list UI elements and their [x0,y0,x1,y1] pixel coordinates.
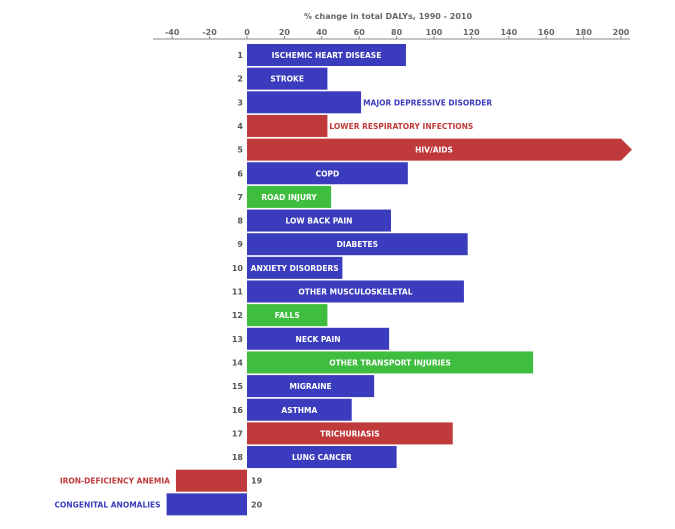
bar-row: 20 CONGENITAL ANOMALIES [55,493,263,516]
bar-label: ANXIETY DISORDERS [251,264,339,273]
bar [247,398,352,421]
bar [247,375,375,398]
rank-label: 11 [232,288,244,297]
x-tick-label: 200 [613,28,630,37]
bar-row: 8 LOW BACK PAIN [237,209,391,232]
rank-label: 6 [237,169,243,178]
x-tick-label: -40 [165,28,180,37]
bar-row: 17 TRICHURIASIS [232,422,453,445]
bar [247,44,406,66]
bar-row: 14 OTHER TRANSPORT INJURIES [232,351,534,374]
bar [247,280,464,303]
bar [247,114,328,137]
bar-label: LOW BACK PAIN [286,217,353,226]
rank-label: 8 [237,217,243,226]
x-tick-label: 180 [575,28,592,37]
bar-label: NECK PAIN [296,335,341,344]
x-tick-label: 40 [316,28,328,37]
x-axis-title: % change in total DALYs, 1990 - 2010 [304,12,472,21]
rank-label: 10 [232,264,244,273]
bar-row: 10 ANXIETY DISORDERS [232,256,343,279]
rank-label: 18 [232,453,244,462]
bar-label: ISCHEMIC HEART DISEASE [272,51,382,60]
bar-label: MAJOR DEPRESSIVE DISORDER [363,98,492,107]
x-tick-label: 80 [391,28,403,37]
rank-label: 3 [237,98,243,107]
bar-label: CONGENITAL ANOMALIES [55,500,161,509]
bar-row: 4 LOWER RESPIRATORY INFECTIONS [237,114,473,137]
bar-label: DIABETES [337,240,378,249]
bar-label: ASTHMA [281,406,317,415]
bar [247,209,391,232]
x-tick-label: 60 [354,28,366,37]
bar [247,91,362,114]
rank-label: 14 [232,358,244,367]
rank-label: 20 [251,500,263,509]
x-tick-label: 0 [244,28,250,37]
bar-row: 12 FALLS [232,304,328,327]
bar-label: FALLS [275,311,300,320]
bar-label: TRICHURIASIS [320,429,380,438]
bar-row: 13 NECK PAIN [232,327,390,350]
rank-label: 15 [232,382,244,391]
rank-label: 13 [232,335,243,344]
bar [247,185,332,208]
bar-label: IRON-DEFICIENCY ANEMIA [60,477,170,486]
bar [247,304,328,327]
x-tick-label: 120 [463,28,480,37]
x-tick-label: -20 [202,28,217,37]
x-tick-label: 20 [279,28,291,37]
rank-label: 9 [237,240,243,249]
bar-label: MIGRAINE [289,382,331,391]
bar [247,422,453,445]
bar [166,493,247,516]
bar-row: 16 ASTHMA [232,398,352,421]
x-axis: -40 -20 0 20 40 60 80 100 120 140 160 180 200 [153,28,630,40]
bar [247,162,408,185]
bar-label: STROKE [270,75,304,84]
bar-row: 6 COPD [237,162,408,185]
rank-label: 17 [232,429,243,438]
bar-row: 15 MIGRAINE [232,375,375,398]
bar-label: LOWER RESPIRATORY INFECTIONS [329,122,473,131]
bar-label: COPD [316,169,340,178]
bar [247,138,632,161]
bar-row: 1 ISCHEMIC HEART DISEASE [237,44,406,66]
bar-row: 5 HIV/AIDS [237,138,632,161]
bar-label: OTHER TRANSPORT INJURIES [329,358,451,367]
bar-row: 19 IRON-DEFICIENCY ANEMIA [60,469,263,492]
bar [247,256,343,279]
x-tick-label: 140 [500,28,517,37]
bar [175,469,247,492]
bar [247,327,390,350]
rank-label: 16 [232,406,244,415]
rank-label: 2 [237,75,243,84]
x-tick-label: 160 [538,28,555,37]
bar-label: OTHER MUSCULOSKELETAL [298,288,412,297]
x-tick-label: 100 [426,28,443,37]
bar-row: 9 DIABETES [237,233,468,256]
bar-row: 3 MAJOR DEPRESSIVE DISORDER [237,91,492,114]
rank-label: 1 [237,51,243,60]
rank-label: 4 [237,122,243,131]
bar-row: 2 STROKE [237,67,328,90]
bar [247,233,468,256]
rank-label: 12 [232,311,243,320]
bar [247,351,534,374]
bar [247,446,397,469]
bar-label: HIV/AIDS [415,146,453,155]
rank-label: 5 [237,146,243,155]
bar-row: 18 LUNG CANCER [232,446,397,469]
rank-label: 7 [237,193,243,202]
bar-label: ROAD INJURY [261,193,317,202]
bar-label: LUNG CANCER [292,453,352,462]
rank-label: 19 [251,477,263,486]
bars: 1 ISCHEMIC HEART DISEASE 2 STROKE 3 MAJOR DEP… [55,44,632,516]
bar [247,67,328,90]
bar-row: 7 ROAD INJURY [237,185,332,208]
bar-row: 11 OTHER MUSCULOSKELETAL [232,280,464,303]
